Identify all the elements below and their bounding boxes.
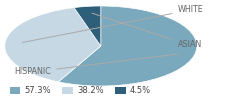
Text: 57.3%: 57.3% — [24, 86, 51, 95]
Wedge shape — [58, 6, 197, 86]
Text: 38.2%: 38.2% — [77, 86, 103, 95]
FancyBboxPatch shape — [62, 87, 73, 94]
Text: WHITE: WHITE — [22, 6, 203, 42]
FancyBboxPatch shape — [115, 87, 126, 94]
Wedge shape — [5, 8, 101, 82]
Text: 4.5%: 4.5% — [130, 86, 151, 95]
Wedge shape — [74, 6, 101, 46]
Text: ASIAN: ASIAN — [92, 13, 202, 50]
FancyBboxPatch shape — [10, 87, 20, 94]
Text: HISPANIC: HISPANIC — [14, 54, 178, 76]
